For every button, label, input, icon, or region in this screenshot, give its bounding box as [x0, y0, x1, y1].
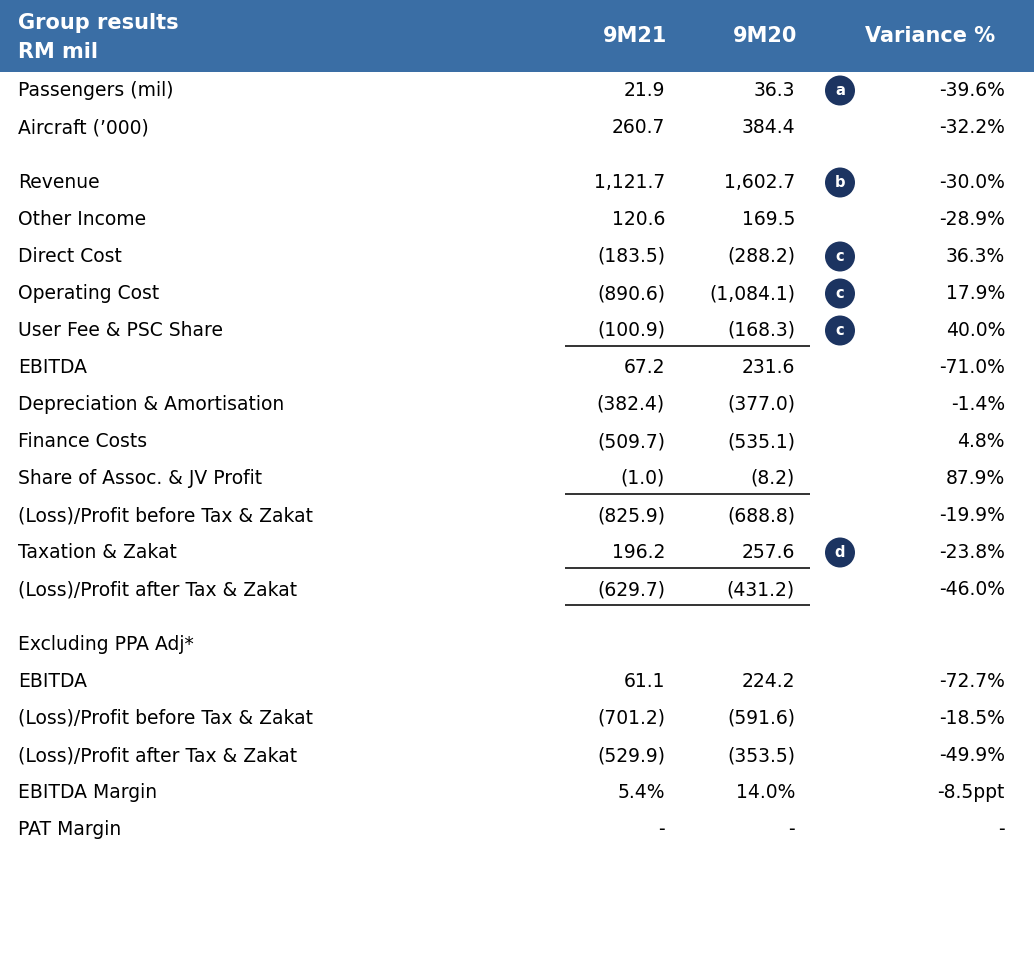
Text: 36.3%: 36.3%: [946, 247, 1005, 266]
Text: 14.0%: 14.0%: [735, 783, 795, 802]
Text: (890.6): (890.6): [597, 284, 665, 303]
Text: Share of Assoc. & JV Profit: Share of Assoc. & JV Profit: [18, 469, 263, 488]
Text: (377.0): (377.0): [727, 395, 795, 414]
Text: c: c: [835, 249, 845, 264]
Text: (353.5): (353.5): [727, 746, 795, 765]
Text: Variance %: Variance %: [864, 26, 995, 46]
Text: c: c: [835, 323, 845, 338]
Text: -30.0%: -30.0%: [939, 173, 1005, 192]
Text: (183.5): (183.5): [597, 247, 665, 266]
Text: 17.9%: 17.9%: [946, 284, 1005, 303]
Text: d: d: [834, 545, 845, 560]
Text: -32.2%: -32.2%: [939, 118, 1005, 137]
Text: 36.3: 36.3: [754, 81, 795, 100]
Text: Passengers (mil): Passengers (mil): [18, 81, 174, 100]
Text: (825.9): (825.9): [597, 506, 665, 525]
Text: (1,084.1): (1,084.1): [709, 284, 795, 303]
Text: 9M20: 9M20: [733, 26, 797, 46]
Text: (509.7): (509.7): [597, 432, 665, 451]
Text: 1,602.7: 1,602.7: [724, 173, 795, 192]
Text: (529.9): (529.9): [597, 746, 665, 765]
Text: -71.0%: -71.0%: [939, 358, 1005, 377]
Text: Other Income: Other Income: [18, 210, 146, 229]
Text: 257.6: 257.6: [741, 543, 795, 562]
Text: -39.6%: -39.6%: [939, 81, 1005, 100]
Text: 87.9%: 87.9%: [946, 469, 1005, 488]
Text: (8.2): (8.2): [751, 469, 795, 488]
Text: (431.2): (431.2): [727, 580, 795, 599]
Text: (701.2): (701.2): [597, 709, 665, 728]
Text: (288.2): (288.2): [727, 247, 795, 266]
Text: -23.8%: -23.8%: [939, 543, 1005, 562]
Text: (535.1): (535.1): [727, 432, 795, 451]
Text: (591.6): (591.6): [727, 709, 795, 728]
Text: -: -: [788, 820, 795, 839]
Text: (629.7): (629.7): [597, 580, 665, 599]
Text: Depreciation & Amortisation: Depreciation & Amortisation: [18, 395, 284, 414]
Text: (Loss)/Profit before Tax & Zakat: (Loss)/Profit before Tax & Zakat: [18, 709, 313, 728]
Text: -19.9%: -19.9%: [939, 506, 1005, 525]
Text: EBITDA: EBITDA: [18, 672, 87, 691]
Text: -8.5ppt: -8.5ppt: [938, 783, 1005, 802]
Text: 21.9: 21.9: [624, 81, 665, 100]
Text: -: -: [999, 820, 1005, 839]
Text: (100.9): (100.9): [597, 321, 665, 340]
Text: -72.7%: -72.7%: [939, 672, 1005, 691]
Text: 196.2: 196.2: [612, 543, 665, 562]
Text: 4.8%: 4.8%: [957, 432, 1005, 451]
Text: Taxation & Zakat: Taxation & Zakat: [18, 543, 177, 562]
Text: -1.4%: -1.4%: [951, 395, 1005, 414]
Text: (1.0): (1.0): [620, 469, 665, 488]
Text: Revenue: Revenue: [18, 173, 99, 192]
Text: Aircraft (’000): Aircraft (’000): [18, 118, 149, 137]
Text: (Loss)/Profit after Tax & Zakat: (Loss)/Profit after Tax & Zakat: [18, 746, 297, 765]
Text: Direct Cost: Direct Cost: [18, 247, 122, 266]
Text: -: -: [659, 820, 665, 839]
Text: 5.4%: 5.4%: [617, 783, 665, 802]
Text: Operating Cost: Operating Cost: [18, 284, 159, 303]
Text: 384.4: 384.4: [741, 118, 795, 137]
Text: Excluding PPA Adj*: Excluding PPA Adj*: [18, 635, 193, 654]
Text: (382.4): (382.4): [597, 395, 665, 414]
Text: c: c: [835, 286, 845, 301]
Text: 1,121.7: 1,121.7: [594, 173, 665, 192]
Circle shape: [825, 242, 855, 272]
Text: b: b: [834, 175, 845, 190]
Text: 169.5: 169.5: [741, 210, 795, 229]
Text: PAT Margin: PAT Margin: [18, 820, 121, 839]
Circle shape: [825, 315, 855, 345]
Text: (688.8): (688.8): [727, 506, 795, 525]
Text: 120.6: 120.6: [612, 210, 665, 229]
Text: 67.2: 67.2: [624, 358, 665, 377]
FancyBboxPatch shape: [0, 0, 1034, 72]
Text: 61.1: 61.1: [624, 672, 665, 691]
Text: 224.2: 224.2: [741, 672, 795, 691]
Text: (Loss)/Profit before Tax & Zakat: (Loss)/Profit before Tax & Zakat: [18, 506, 313, 525]
Text: User Fee & PSC Share: User Fee & PSC Share: [18, 321, 223, 340]
Text: 40.0%: 40.0%: [946, 321, 1005, 340]
Text: a: a: [835, 83, 845, 98]
Text: Group results: Group results: [18, 13, 179, 33]
Text: Finance Costs: Finance Costs: [18, 432, 147, 451]
Text: EBITDA Margin: EBITDA Margin: [18, 783, 157, 802]
Text: (168.3): (168.3): [727, 321, 795, 340]
Text: -46.0%: -46.0%: [939, 580, 1005, 599]
Text: RM mil: RM mil: [18, 41, 98, 62]
Text: 260.7: 260.7: [612, 118, 665, 137]
Text: -49.9%: -49.9%: [939, 746, 1005, 765]
Text: EBITDA: EBITDA: [18, 358, 87, 377]
Text: -18.5%: -18.5%: [939, 709, 1005, 728]
Circle shape: [825, 168, 855, 198]
Circle shape: [825, 538, 855, 568]
Circle shape: [825, 75, 855, 105]
Text: 9M21: 9M21: [603, 26, 667, 46]
Text: -28.9%: -28.9%: [939, 210, 1005, 229]
Text: (Loss)/Profit after Tax & Zakat: (Loss)/Profit after Tax & Zakat: [18, 580, 297, 599]
Text: 231.6: 231.6: [741, 358, 795, 377]
Circle shape: [825, 279, 855, 308]
